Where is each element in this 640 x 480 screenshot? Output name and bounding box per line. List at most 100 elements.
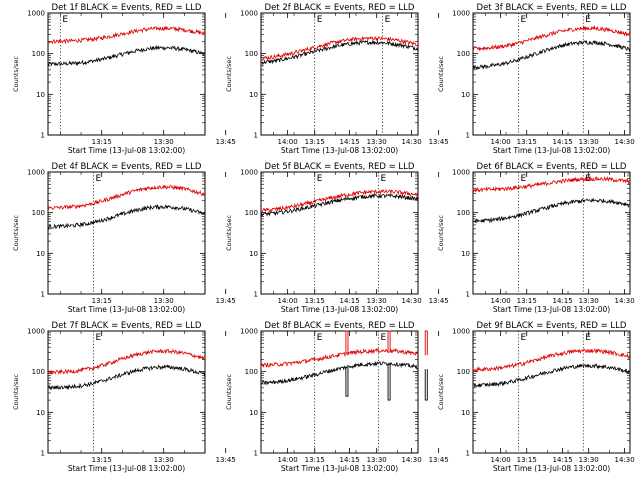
- y-tick-label: 10: [249, 91, 258, 99]
- y-tick-label: 1000: [27, 169, 45, 177]
- series-line: [472, 348, 631, 373]
- x-axis-title: Start Time (13-Jul-08 13:02:00): [68, 305, 185, 314]
- plot-frame: [472, 12, 631, 136]
- event-marker-label: E: [585, 333, 591, 343]
- x-tick-label: 13:15: [305, 297, 325, 305]
- x-tick-label: 14:00: [278, 138, 298, 146]
- y-tick-label: 1: [466, 132, 470, 140]
- x-tick-label: 13:45: [429, 138, 449, 146]
- panel-title: Det 1f BLACK = Events, RED = LLD: [52, 3, 202, 13]
- x-axis-title: Start Time (13-Jul-08 13:02:00): [493, 464, 610, 473]
- panel-title: Det 4f BLACK = Events, RED = LLD: [52, 162, 202, 172]
- x-tick-label: 14:00: [491, 138, 511, 146]
- y-tick-label: 100: [457, 209, 470, 217]
- x-tick-label: 14:30: [401, 138, 421, 146]
- y-tick-label: 100: [457, 50, 470, 58]
- x-tick-label: 13:15: [92, 138, 112, 146]
- y-tick-label: 1: [466, 291, 470, 299]
- series-line: [472, 40, 631, 71]
- series-line: [47, 348, 206, 376]
- y-axis-title: Counts/sec: [437, 56, 445, 92]
- y-tick-label: 1000: [240, 10, 258, 18]
- x-tick-label: 13:45: [429, 297, 449, 305]
- x-tick-label: 14:30: [614, 138, 634, 146]
- y-tick-label: 1: [254, 291, 258, 299]
- y-tick-label: 10: [36, 250, 45, 258]
- y-tick-label: 1000: [240, 328, 258, 336]
- series-line: [472, 197, 631, 224]
- plot-frame: [47, 171, 206, 295]
- y-axis-title: Counts/sec: [225, 215, 233, 251]
- x-tick-label: 14:00: [491, 297, 511, 305]
- detector-panel-3f: Det 3f BLACK = Events, RED = LLD 1 10 100 10…: [437, 3, 631, 155]
- plot-frame: [472, 330, 631, 454]
- event-marker-label: E: [381, 333, 387, 343]
- x-axis-title: Start Time (13-Jul-08 13:02:00): [281, 146, 398, 155]
- y-tick-label: 1: [41, 291, 45, 299]
- panel-title: Det 6f BLACK = Events, RED = LLD: [477, 162, 627, 172]
- x-tick-label: 14:30: [401, 456, 421, 464]
- x-tick-label: 13:30: [154, 297, 174, 305]
- x-axis-title: Start Time (13-Jul-08 13:02:00): [493, 305, 610, 314]
- detector-panel-8f: Det 8f BLACK = Events, RED = LLD 1 10 100 10…: [225, 321, 635, 473]
- y-axis-title: Counts/sec: [225, 374, 233, 410]
- series-line: [260, 39, 419, 66]
- x-axis-title: Start Time (13-Jul-08 13:02:00): [68, 464, 185, 473]
- y-axis-title: Counts/sec: [12, 374, 20, 410]
- series-line: [472, 25, 631, 52]
- event-marker-label: E: [95, 174, 101, 184]
- x-tick-label: 14:15: [553, 297, 573, 305]
- series-line: [47, 364, 206, 391]
- y-tick-label: 1000: [240, 169, 258, 177]
- series-spike: [387, 330, 391, 351]
- detector-panel-1f: Det 1f BLACK = Events, RED = LLD 1 10 100 10…: [12, 3, 422, 155]
- series-line: [47, 25, 206, 45]
- series-spike: [424, 330, 428, 356]
- x-tick-label: 13:30: [579, 297, 599, 305]
- y-tick-label: 100: [245, 50, 258, 58]
- x-tick-label: 14:15: [553, 138, 573, 146]
- plot-frame: [47, 12, 206, 136]
- y-tick-label: 100: [245, 368, 258, 376]
- detector-panel-5f: Det 5f BLACK = Events, RED = LLD 1 10 100 10…: [225, 162, 635, 314]
- series-line: [47, 44, 206, 67]
- x-tick-label: 13:45: [216, 138, 236, 146]
- y-tick-label: 1000: [452, 10, 470, 18]
- panel-title: Det 3f BLACK = Events, RED = LLD: [477, 3, 627, 13]
- plot-frame: [260, 12, 419, 136]
- x-tick-label: 14:15: [340, 138, 360, 146]
- y-axis-title: Counts/sec: [437, 374, 445, 410]
- x-tick-label: 13:15: [305, 138, 325, 146]
- y-tick-label: 100: [32, 209, 45, 217]
- x-tick-label: 14:30: [401, 297, 421, 305]
- event-marker-label: E: [62, 15, 68, 25]
- y-tick-label: 1: [254, 132, 258, 140]
- plot-frame: [47, 330, 206, 454]
- event-marker-label: E: [381, 174, 387, 184]
- y-tick-label: 1: [254, 450, 258, 458]
- y-tick-label: 1000: [27, 328, 45, 336]
- y-tick-label: 100: [32, 50, 45, 58]
- x-tick-label: 14:00: [491, 456, 511, 464]
- y-tick-label: 10: [36, 91, 45, 99]
- x-tick-label: 13:30: [154, 456, 174, 464]
- series-line: [260, 35, 419, 61]
- detector-panel-7f: Det 7f BLACK = Events, RED = LLD 1 10 100 10…: [12, 321, 422, 473]
- y-tick-label: 10: [461, 91, 470, 99]
- event-marker-label: E: [317, 174, 323, 184]
- detector-panel-4f: Det 4f BLACK = Events, RED = LLD 1 10 100 10…: [12, 162, 422, 314]
- event-marker-label: E: [585, 15, 591, 25]
- series-line: [260, 193, 419, 218]
- plot-frame: [260, 171, 419, 295]
- detector-panel-2f: Det 2f BLACK = Events, RED = LLD 1 10 100 10…: [225, 3, 635, 155]
- y-axis-title: Counts/sec: [225, 56, 233, 92]
- y-tick-label: 10: [461, 409, 470, 417]
- y-tick-label: 1000: [452, 328, 470, 336]
- panel-title: Det 8f BLACK = Events, RED = LLD: [265, 321, 415, 331]
- x-tick-label: 13:30: [154, 138, 174, 146]
- series-spike: [387, 363, 391, 401]
- event-marker-label: E: [520, 15, 526, 25]
- series-line: [260, 347, 419, 368]
- y-tick-label: 100: [32, 368, 45, 376]
